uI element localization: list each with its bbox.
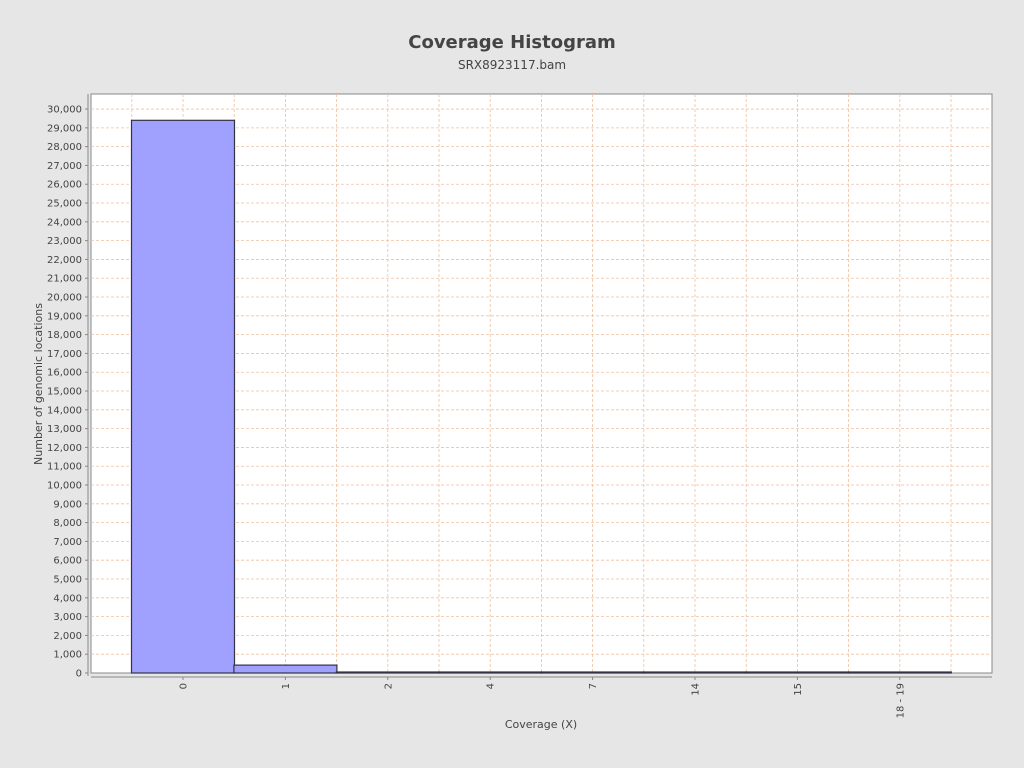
y-tick-label: 1,000 (53, 650, 82, 661)
y-tick-label: 13,000 (47, 424, 82, 435)
y-tick-label: 27,000 (47, 161, 82, 172)
bars (130, 119, 952, 674)
y-tick-label: 3,000 (53, 612, 82, 623)
x-tick-label: 14 (691, 683, 702, 696)
y-tick-label: 22,000 (47, 255, 82, 266)
grid-lines (91, 94, 992, 673)
x-axis-ticks: 0 1 2 4 7 14 15 18 - 19 (179, 677, 906, 718)
x-tick-label: 15 (793, 683, 804, 696)
x-tick-label: 7 (588, 683, 599, 689)
y-tick-label: 28,000 (47, 142, 82, 153)
y-tick-label: 26,000 (47, 180, 82, 191)
y-tick-label: 23,000 (47, 236, 82, 247)
histogram-bar (233, 664, 338, 674)
y-tick-label: 5,000 (53, 575, 82, 586)
x-tick-label: 2 (383, 683, 394, 689)
x-tick-label: 4 (486, 683, 497, 689)
y-tick-label: 17,000 (47, 349, 82, 360)
y-tick-label: 19,000 (47, 311, 82, 322)
y-tick-label: 14,000 (47, 405, 82, 416)
y-tick-label: 16,000 (47, 368, 82, 379)
x-tick-label: 0 (179, 683, 190, 689)
histogram-bar (642, 671, 748, 674)
y-tick-label: 4,000 (53, 593, 82, 604)
y-tick-label: 10,000 (47, 481, 82, 492)
x-axis-label: Coverage (X) (505, 718, 577, 731)
y-tick-label: 6,000 (53, 556, 82, 567)
y-axis-label: Number of genomic locations (32, 303, 45, 465)
chart-subtitle: SRX8923117.bam (458, 58, 566, 72)
y-tick-label: 25,000 (47, 199, 82, 210)
histogram-bar (745, 671, 850, 674)
y-tick-label: 18,000 (47, 330, 82, 341)
histogram-bar (847, 671, 952, 674)
histogram-bar (438, 671, 543, 674)
histogram-bar (540, 671, 645, 674)
chart-title: Coverage Histogram (408, 32, 615, 53)
y-tick-label: 11,000 (47, 462, 82, 473)
y-tick-label: 30,000 (47, 105, 82, 116)
y-tick-label: 2,000 (53, 631, 82, 642)
y-tick-label: 12,000 (47, 443, 82, 454)
y-tick-label: 20,000 (47, 293, 82, 304)
y-axis-ticks: 0 1,000 2,000 3,000 4,000 5,000 6,000 7,000 8,00… (47, 105, 88, 680)
y-tick-label: 7,000 (53, 537, 82, 548)
x-tick-label: 1 (281, 683, 292, 689)
x-tick-label: 18 - 19 (895, 683, 906, 718)
y-tick-label: 24,000 (47, 217, 82, 228)
y-tick-label: 8,000 (53, 518, 82, 529)
y-tick-label: 15,000 (47, 387, 82, 398)
y-tick-label: 29,000 (47, 123, 82, 134)
histogram-bar (335, 671, 440, 674)
y-tick-label: 0 (76, 669, 82, 680)
y-tick-label: 9,000 (53, 499, 82, 510)
y-tick-label: 21,000 (47, 274, 82, 285)
histogram-bar (130, 119, 236, 674)
